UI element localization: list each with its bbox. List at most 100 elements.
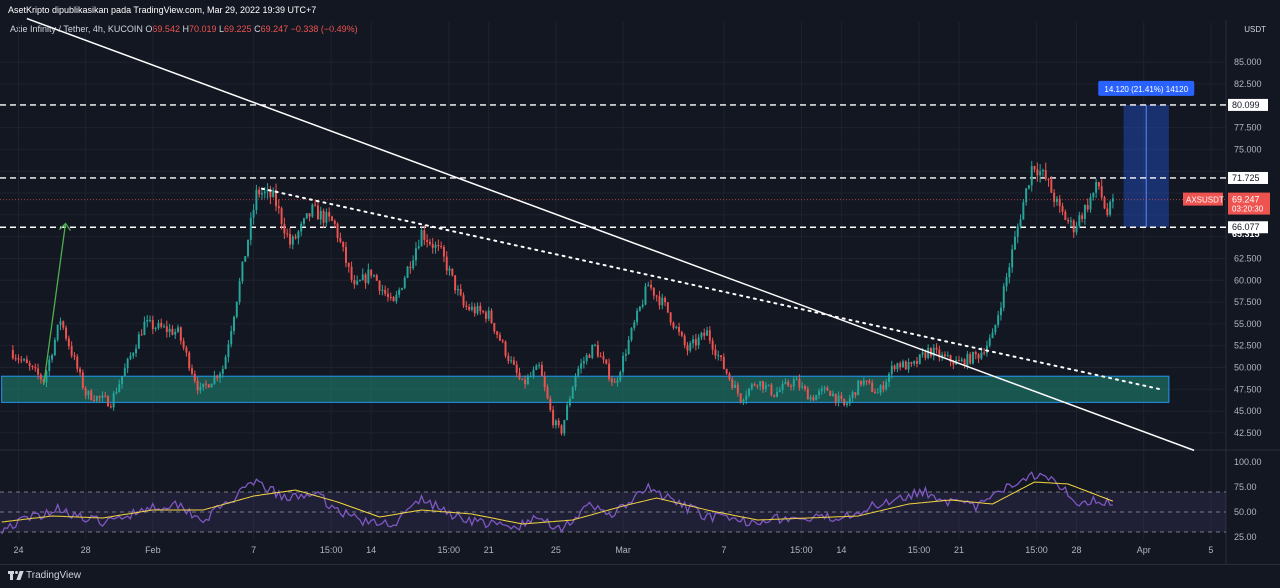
symbol-tag: AXSUSDT [1186, 196, 1224, 205]
candle-body-214 [610, 378, 613, 382]
symbol-name: Axie Infinity / Tether, 4h, KUCOIN [10, 24, 143, 34]
candle-body-321 [910, 362, 913, 364]
candle-body-99 [289, 233, 291, 245]
candle-body-56 [168, 328, 171, 332]
close-value: 69.247 [260, 24, 289, 34]
candle-body-157 [451, 268, 454, 276]
candle-body-212 [605, 359, 608, 364]
candle-body-170 [487, 310, 490, 319]
candle-body-371 [1050, 179, 1053, 193]
candle-body-89 [261, 193, 263, 195]
x-tick-1: 28 [81, 545, 91, 555]
candle-body-110 [319, 210, 322, 220]
candle-body-109 [316, 205, 319, 220]
candle-body-350 [991, 332, 994, 339]
candle-body-280 [795, 379, 798, 381]
candle-body-40 [123, 368, 126, 377]
x-tick-16: 28 [1072, 545, 1082, 555]
candle-body-116 [336, 223, 339, 239]
time-axis[interactable]: 24 28 Feb 7 15:00 14 15:00 21 25 Mar 7 15:00 14 15:00… [13, 545, 1213, 555]
rsi-y-tick-2: 75.00 [1234, 482, 1257, 492]
candle-body-362 [1025, 188, 1028, 203]
x-tick-8: 25 [551, 545, 561, 555]
candle-body-273 [776, 391, 779, 397]
candle-body-193 [552, 409, 555, 426]
candle-body-115 [333, 220, 336, 224]
candle-body-208 [594, 344, 597, 346]
candle-body-244 [694, 339, 697, 346]
candle-body-252 [717, 355, 720, 357]
candle-body-9 [37, 368, 40, 375]
candle-body-225 [641, 304, 644, 307]
candle-body-168 [482, 311, 485, 313]
candle-body-22 [73, 355, 76, 357]
candle-body-76 [224, 357, 227, 369]
candle-body-35 [109, 406, 112, 408]
candle-body-205 [585, 355, 588, 362]
candle-body-368 [1041, 170, 1044, 172]
candle-body-358 [1013, 236, 1016, 250]
uptrend-arrow-line [43, 223, 67, 386]
candle-body-332 [941, 354, 944, 358]
y-tick-17: 85.000 [1234, 57, 1262, 67]
tradingview-logo[interactable]: TradingView [8, 570, 81, 581]
candle-body-313 [888, 374, 890, 383]
candle-body-210 [599, 356, 602, 358]
candle-body-305 [865, 380, 868, 382]
rsi-ma-line [1, 481, 1114, 525]
candle-body-61 [182, 340, 185, 348]
candle-body-213 [608, 363, 611, 379]
candle-body-185 [529, 375, 532, 377]
candle-body-329 [932, 347, 935, 356]
y-tick-3: 50.000 [1234, 362, 1262, 372]
candle-body-23 [76, 356, 79, 369]
footer-bar: TradingView [0, 564, 1280, 588]
price-chart[interactable]: 14.120 (21.41%) 14120 80.099 71.725 66.077… [0, 0, 1280, 564]
y-tick-14: 77.500 [1234, 123, 1262, 133]
candle-body-296 [840, 395, 843, 399]
candle-body-164 [470, 306, 473, 310]
candle-body-255 [725, 368, 728, 374]
level-label-bg-2 [1228, 221, 1268, 234]
candle-body-393 [1111, 198, 1114, 202]
candle-body-106 [308, 213, 311, 217]
y-tick-2: 47.500 [1234, 384, 1262, 394]
candle-body-69 [205, 383, 207, 385]
candle-body-301 [854, 392, 857, 396]
candle-body-142 [409, 266, 412, 269]
candle-body-253 [720, 355, 723, 358]
candle-body-83 [244, 256, 247, 262]
open-value: 69.542 [152, 24, 180, 34]
candle-body-325 [921, 352, 924, 355]
candle-body-322 [913, 361, 916, 364]
candle-body-198 [566, 405, 569, 420]
candle-body-390 [1103, 197, 1106, 209]
y-tick-4: 52.500 [1234, 341, 1262, 351]
candle-body-59 [177, 327, 180, 332]
candle-body-67 [199, 387, 202, 391]
candle-body-384 [1086, 205, 1089, 210]
candle-body-203 [580, 363, 583, 369]
candle-body-257 [731, 379, 734, 388]
candle-body-216 [616, 380, 619, 383]
candle-body-363 [1027, 185, 1030, 189]
candle-body-372 [1053, 192, 1056, 202]
candle-body-135 [389, 296, 392, 298]
candle-body-88 [258, 189, 261, 195]
rsi-y-tick-3: 100.00 [1234, 457, 1262, 467]
candle-body-323 [916, 361, 918, 364]
y-tick-6: 57.500 [1234, 297, 1262, 307]
candle-body-31 [98, 396, 101, 398]
candle-body-7 [31, 365, 34, 368]
candle-body-377 [1067, 219, 1070, 222]
candle-body-381 [1078, 215, 1081, 226]
candle-body-326 [924, 352, 927, 358]
level-label-0: 80.099 [1232, 100, 1260, 110]
candle-body-133 [384, 289, 387, 294]
currency-label: USDT [1244, 25, 1266, 34]
candle-body-6 [28, 363, 31, 366]
price-axis[interactable]: 42.500 45.000 47.500 50.000 52.500 55.000 57.5… [1234, 57, 1262, 542]
candle-body-258 [734, 384, 737, 388]
tradingview-logo-icon [8, 571, 24, 580]
candle-body-320 [907, 362, 910, 370]
